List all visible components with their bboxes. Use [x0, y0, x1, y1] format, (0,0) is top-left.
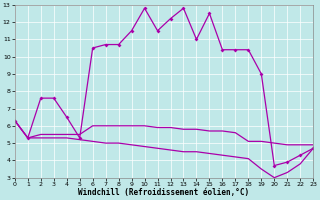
X-axis label: Windchill (Refroidissement éolien,°C): Windchill (Refroidissement éolien,°C) [78, 188, 250, 197]
